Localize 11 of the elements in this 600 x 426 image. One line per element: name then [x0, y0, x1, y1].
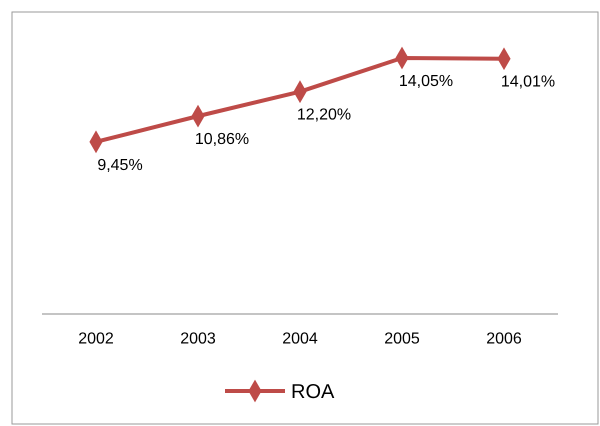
data-label: 12,20% [296, 106, 352, 124]
legend-label: ROA [291, 381, 335, 403]
x-tick-label: 2006 [486, 330, 522, 348]
data-label: 14,01% [500, 74, 556, 91]
x-tick-label: 2005 [384, 330, 420, 348]
data-label: 14,05% [398, 73, 454, 90]
x-tick-label: 2004 [282, 330, 318, 348]
x-tick-label: 2002 [78, 330, 114, 348]
x-tick-label: 2003 [180, 330, 216, 348]
data-label: 10,86% [194, 131, 250, 148]
data-label: 9,45% [97, 156, 143, 174]
